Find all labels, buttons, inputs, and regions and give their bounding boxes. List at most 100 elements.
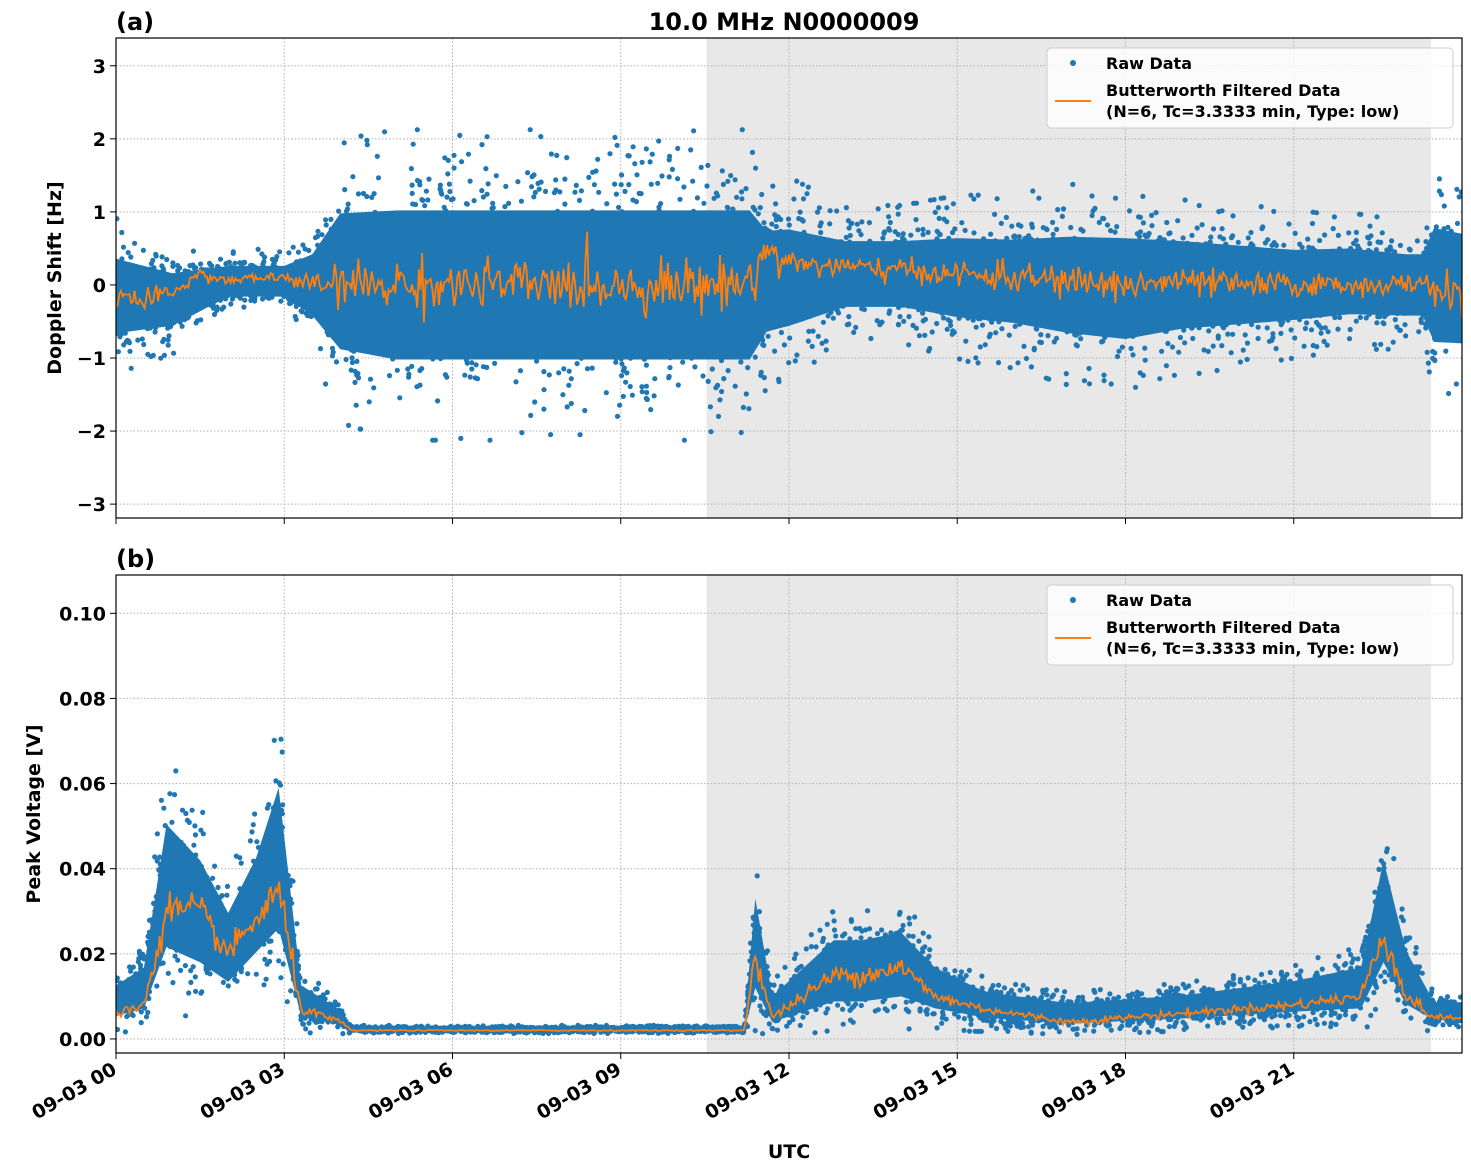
raw-data-point: [669, 166, 676, 172]
raw-data-point: [1053, 335, 1060, 341]
raw-data-point: [465, 151, 472, 157]
y-tick-label: 0.08: [59, 688, 106, 710]
raw-data-point: [358, 133, 364, 139]
raw-data-point: [817, 223, 823, 229]
raw-data-point: [323, 381, 329, 387]
raw-data-point: [1414, 238, 1420, 244]
raw-data-point: [715, 413, 722, 419]
raw-data-point: [627, 383, 633, 390]
raw-data-point: [994, 196, 1000, 202]
raw-data-point: [805, 184, 812, 190]
raw-data-point: [1356, 211, 1363, 217]
raw-data-point: [345, 201, 351, 207]
raw-data-point: [280, 802, 286, 808]
raw-data-point: [457, 132, 463, 138]
raw-data-point: [667, 365, 673, 371]
raw-data-point: [1288, 355, 1294, 361]
raw-data-point: [135, 337, 141, 343]
raw-data-point: [493, 173, 499, 179]
raw-data-point: [490, 200, 496, 206]
raw-data-point: [952, 968, 958, 974]
raw-data-point: [892, 229, 898, 235]
raw-data-point: [951, 329, 957, 335]
raw-data-point: [479, 188, 485, 194]
raw-data-point: [1163, 363, 1169, 369]
raw-data-point: [397, 395, 403, 401]
raw-data-point: [446, 181, 452, 187]
raw-data-point: [261, 254, 268, 260]
raw-data-point: [444, 374, 450, 380]
raw-data-point: [343, 356, 349, 363]
raw-data-point: [462, 372, 468, 378]
raw-data-point: [292, 313, 298, 320]
raw-data-point: [1230, 213, 1236, 219]
raw-data-point: [413, 201, 419, 208]
raw-data-point: [473, 362, 479, 368]
raw-data-point: [1286, 221, 1292, 227]
raw-data-point: [437, 186, 443, 192]
raw-data-point: [417, 182, 423, 188]
raw-data-point: [341, 140, 347, 146]
raw-data-point: [1029, 221, 1035, 227]
raw-data-point: [639, 159, 645, 165]
raw-data-point: [152, 329, 158, 335]
raw-data-point: [560, 392, 566, 398]
raw-data-point: [1100, 338, 1106, 344]
raw-data-point: [1225, 331, 1231, 337]
raw-data-point: [437, 182, 443, 188]
raw-data-point: [1302, 325, 1308, 332]
raw-data-point: [1119, 344, 1125, 350]
raw-data-point: [762, 388, 768, 394]
raw-data-point: [913, 217, 919, 223]
raw-data-point: [595, 156, 601, 162]
raw-data-point: [350, 174, 356, 180]
raw-data-point: [1240, 347, 1246, 353]
raw-data-point: [1364, 1024, 1370, 1030]
raw-data-point: [484, 134, 490, 140]
raw-data-point: [861, 306, 868, 313]
raw-data-point: [417, 367, 423, 374]
raw-data-point: [927, 197, 934, 203]
raw-data-point: [816, 205, 823, 211]
raw-data-point: [1353, 318, 1359, 324]
raw-data-point: [1265, 237, 1271, 243]
raw-data-point: [1189, 232, 1195, 238]
raw-data-point: [1130, 352, 1136, 358]
raw-data-point: [1453, 381, 1459, 387]
raw-data-point: [827, 221, 833, 227]
raw-data-point: [1443, 348, 1449, 354]
raw-data-point: [639, 389, 645, 395]
raw-data-point: [725, 368, 731, 374]
raw-data-point: [613, 359, 619, 365]
raw-data-point: [1416, 329, 1422, 335]
raw-data-point: [224, 892, 230, 898]
raw-data-point: [503, 183, 509, 189]
raw-data-point: [1335, 326, 1341, 332]
raw-data-point: [445, 171, 451, 177]
raw-data-point: [1351, 240, 1357, 246]
raw-data-point: [881, 230, 887, 236]
raw-data-point: [371, 191, 377, 197]
raw-data-point: [1375, 314, 1381, 320]
raw-data-point: [612, 134, 618, 140]
raw-data-point: [992, 211, 998, 217]
raw-data-point: [1245, 235, 1251, 241]
raw-data-point: [740, 404, 747, 410]
raw-data-point: [1043, 375, 1049, 381]
raw-data-point: [1219, 343, 1225, 349]
raw-data-point: [409, 182, 415, 188]
raw-data-point: [566, 382, 572, 388]
raw-data-point: [1146, 230, 1152, 237]
raw-data-point: [743, 186, 749, 192]
panel-a-label: (a): [116, 8, 154, 36]
raw-data-point: [1432, 357, 1438, 364]
raw-data-point: [556, 370, 562, 376]
raw-data-point: [170, 263, 176, 269]
raw-data-point: [167, 791, 173, 797]
raw-data-point: [206, 260, 213, 266]
raw-data-point: [916, 333, 923, 339]
raw-data-point: [1181, 327, 1187, 333]
raw-data-point: [116, 349, 121, 355]
raw-data-point: [908, 232, 914, 238]
raw-data-point: [995, 360, 1002, 366]
